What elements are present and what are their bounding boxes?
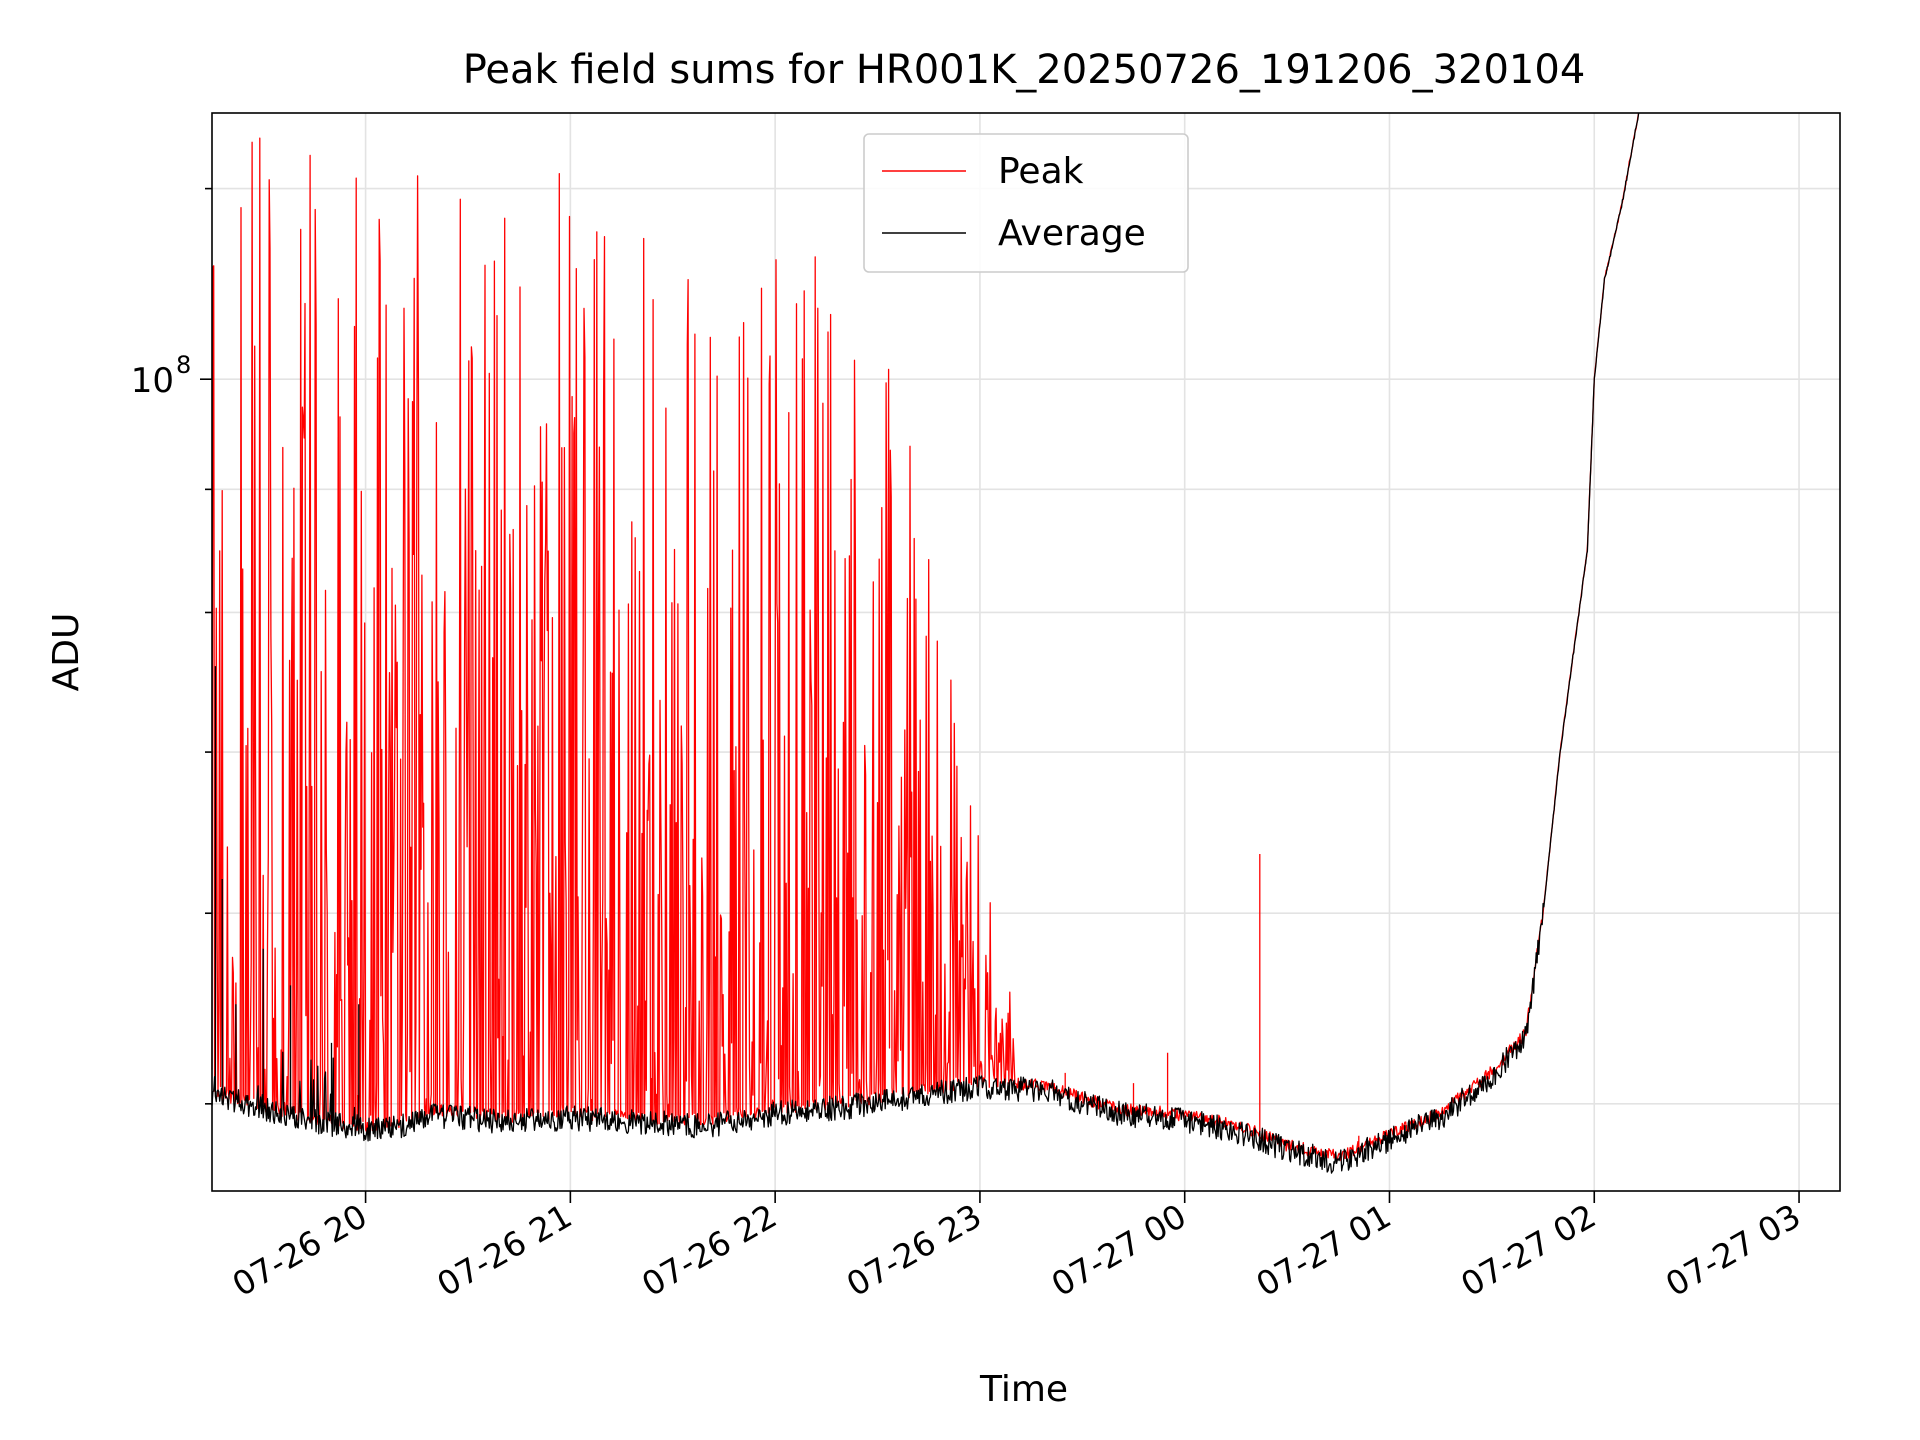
x-axis-label: Time (979, 1369, 1068, 1410)
legend: Peak Average (863, 133, 1189, 273)
y-axis-label: ADU (46, 613, 87, 692)
y-axis: 10 8 (131, 187, 212, 1105)
series-layer (211, 112, 1640, 1174)
x-tick-label: 07-26 22 (635, 1196, 783, 1304)
legend-box (863, 133, 1189, 273)
legend-label-peak: Peak (998, 151, 1084, 192)
x-tick-label: 07-26 20 (226, 1196, 374, 1304)
x-tick-label: 07-27 01 (1249, 1196, 1397, 1304)
y-tick-label: 10 (131, 361, 174, 401)
series-line-peak (211, 112, 1640, 1163)
x-tick-label: 07-26 21 (430, 1196, 578, 1304)
chart-title: Peak field sums for HR001K_20250726_1912… (463, 47, 1586, 93)
x-tick-label: 07-26 23 (840, 1196, 988, 1304)
legend-label-average: Average (998, 213, 1146, 254)
x-tick-label: 07-27 02 (1454, 1196, 1602, 1304)
y-tick-exponent: 8 (176, 351, 191, 379)
x-tick-label: 07-27 00 (1045, 1196, 1193, 1304)
x-axis: 07-26 20 07-26 21 07-26 22 07-26 23 07-27 00… (226, 1191, 1807, 1304)
series-line-average (211, 113, 1640, 1174)
x-tick-label: 07-27 03 (1659, 1196, 1807, 1304)
plot-frame (211, 112, 1841, 1192)
